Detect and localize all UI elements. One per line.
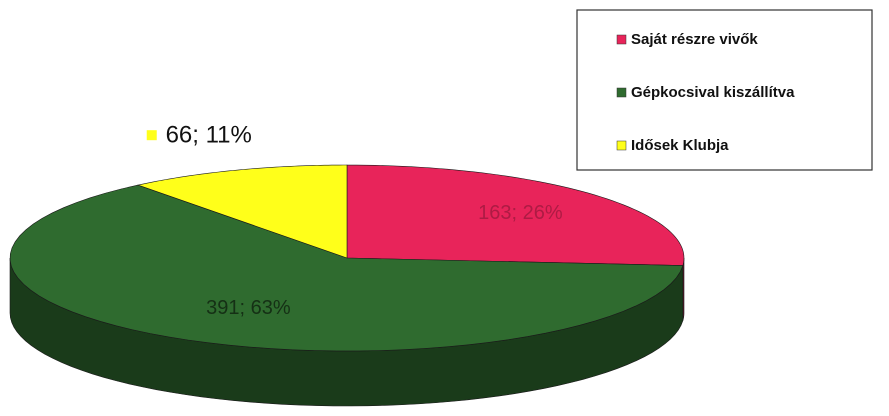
data-label: 163; 26%: [478, 202, 563, 224]
legend-label: Gépkocsival kiszállítva: [631, 84, 795, 101]
pie-slice: [9, 184, 684, 352]
legend-label: Saját részre vivők: [631, 31, 758, 48]
legend-label: Idősek Klubja: [631, 137, 729, 154]
data-label: 66; 11%: [166, 122, 252, 149]
pie-slice: [346, 164, 685, 266]
legend-swatch: [616, 34, 627, 45]
data-label: 391; 63%: [206, 297, 291, 319]
pie-slice: [136, 164, 348, 259]
label-key: [146, 130, 157, 141]
legend-swatch: [616, 140, 627, 151]
legend-swatch: [616, 87, 627, 98]
